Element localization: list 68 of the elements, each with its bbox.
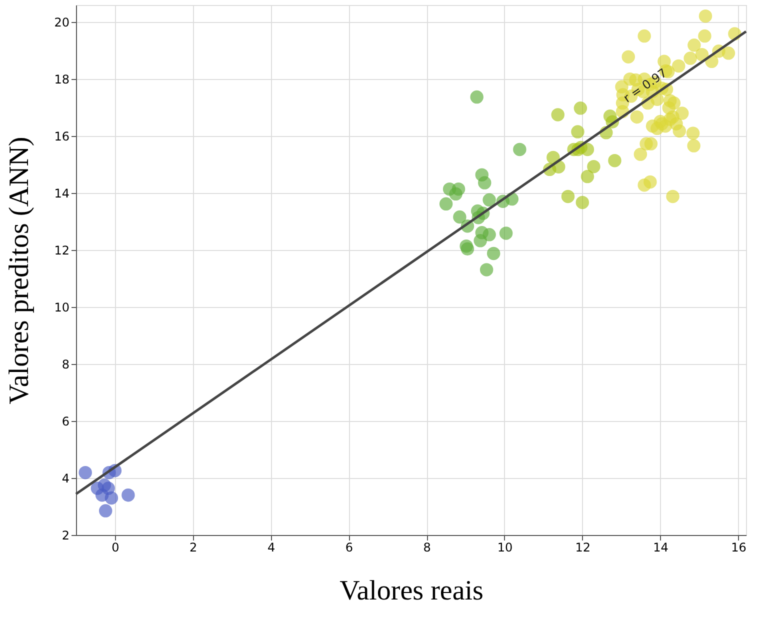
point bbox=[686, 126, 700, 140]
y-tick-label: 10 bbox=[54, 300, 70, 315]
point bbox=[667, 96, 681, 110]
x-tick-label: 12 bbox=[575, 540, 591, 554]
point bbox=[644, 175, 657, 189]
y-tick-label: 14 bbox=[54, 186, 70, 201]
point bbox=[608, 154, 622, 168]
point bbox=[687, 139, 700, 152]
point bbox=[646, 119, 660, 133]
point bbox=[439, 197, 453, 211]
point bbox=[513, 142, 526, 156]
y-tick-label: 16 bbox=[54, 130, 70, 144]
point bbox=[122, 488, 135, 502]
point bbox=[551, 108, 564, 122]
point bbox=[580, 142, 594, 156]
point bbox=[474, 234, 487, 248]
point bbox=[634, 148, 648, 161]
x-tick-label: 4 bbox=[267, 540, 276, 554]
point bbox=[576, 196, 590, 210]
point bbox=[675, 106, 689, 120]
point bbox=[499, 226, 513, 240]
point bbox=[580, 170, 594, 184]
point bbox=[78, 466, 92, 480]
point bbox=[695, 48, 709, 62]
point bbox=[478, 176, 492, 190]
point bbox=[453, 210, 466, 224]
point bbox=[104, 491, 118, 505]
point bbox=[630, 110, 644, 124]
point bbox=[561, 190, 575, 204]
point bbox=[698, 29, 712, 43]
point bbox=[684, 52, 697, 65]
point bbox=[482, 193, 496, 207]
point bbox=[546, 150, 560, 164]
point bbox=[574, 102, 588, 115]
y-axis-title: Valores preditos (ANN) bbox=[4, 136, 36, 404]
point bbox=[460, 242, 474, 256]
point bbox=[452, 182, 466, 196]
point bbox=[722, 46, 736, 60]
point bbox=[486, 246, 500, 260]
point bbox=[622, 50, 635, 64]
point bbox=[672, 124, 686, 138]
x-tick-label: 10 bbox=[497, 540, 513, 554]
y-tick-label: 4 bbox=[62, 472, 70, 486]
point bbox=[666, 190, 680, 204]
y-tick-label: 8 bbox=[62, 358, 70, 372]
y-tick-label: 20 bbox=[54, 16, 70, 30]
point bbox=[688, 38, 701, 52]
point bbox=[470, 90, 484, 104]
x-tick-label: 2 bbox=[190, 540, 198, 554]
y-tick-label: 6 bbox=[62, 414, 70, 429]
point bbox=[698, 10, 712, 23]
point bbox=[672, 59, 686, 73]
point bbox=[480, 263, 494, 276]
x-tick-label: 8 bbox=[423, 540, 431, 554]
x-tick-label: 6 bbox=[345, 540, 353, 554]
x-tick-label: 0 bbox=[112, 540, 120, 554]
x-tick-label: 14 bbox=[653, 540, 668, 554]
point bbox=[98, 504, 112, 518]
x-axis-title: Valores reais bbox=[340, 576, 484, 606]
point bbox=[638, 29, 651, 43]
y-tick-label: 18 bbox=[54, 72, 70, 87]
y-tick-label: 12 bbox=[54, 244, 70, 258]
y-tick-label: 2 bbox=[62, 528, 70, 542]
point bbox=[587, 160, 600, 174]
point bbox=[571, 125, 584, 138]
point bbox=[644, 137, 658, 150]
point bbox=[482, 228, 496, 242]
x-tick-label: 16 bbox=[731, 540, 746, 554]
